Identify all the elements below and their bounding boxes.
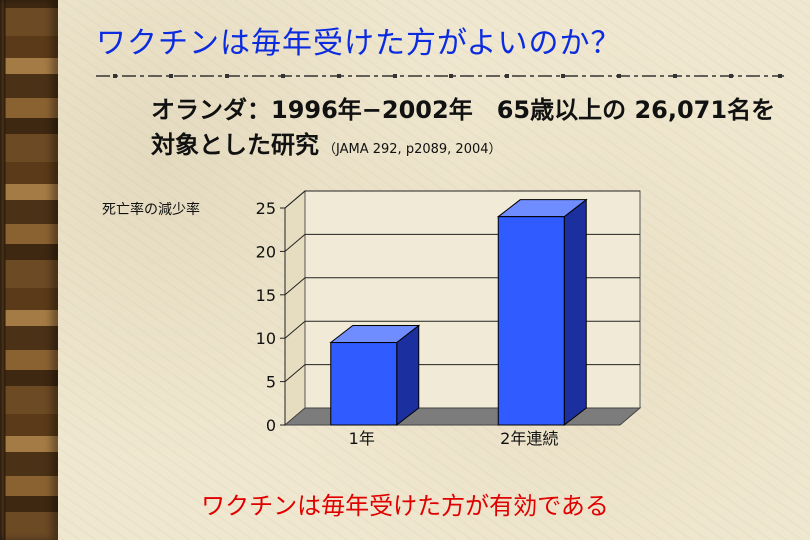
y-tick-label: 25 [256,199,276,218]
bar-chart: 0 5 10 15 20 25 死亡率の減少率 1年 2年連続 [102,189,642,448]
y-tick-label: 10 [256,329,276,348]
study-description-line2: 対象とした研究 （JAMA 292, p2089, 2004） [151,125,502,160]
slide-title: ワクチンは毎年受けた方がよいのか？ [96,26,622,61]
gridline-diagonal [284,364,306,382]
x-tick-label: 2年連続 [500,429,558,448]
y-tick-label: 5 [266,373,276,392]
gridline-diagonal [284,320,306,339]
conclusion-text: ワクチンは毎年受けた方が有効である [201,492,609,520]
gridline-diagonal [284,277,306,296]
study-description-text: 対象とした研究 [151,131,319,159]
x-tick-label: 1年 [349,429,375,448]
gridline-diagonal [284,234,306,252]
y-tick-label: 20 [256,242,276,261]
y-axis-label: 死亡率の減少率 [102,201,200,218]
bar [497,216,565,426]
wood-border-decoration [0,0,58,540]
title-divider [96,74,784,78]
bar [330,342,398,426]
bar-side [563,198,587,427]
chart-side-wall [284,189,306,427]
y-tick-label: 15 [256,286,276,305]
y-tick-label: 0 [266,416,276,435]
citation: （JAMA 292, p2089, 2004） [323,142,502,157]
study-description: オランダ：1996年−2002年 65歳以上の 26,071名を [151,96,776,124]
gridline-diagonal [284,190,306,209]
